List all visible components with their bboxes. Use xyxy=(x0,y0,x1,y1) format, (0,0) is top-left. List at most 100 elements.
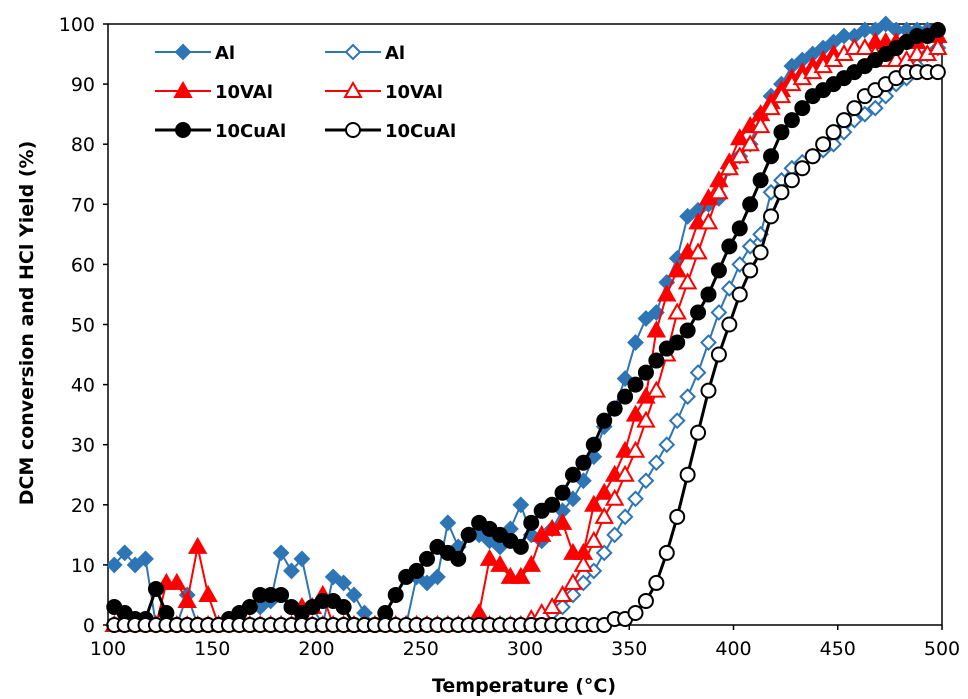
data-point xyxy=(794,100,811,117)
legend-label: Al xyxy=(215,43,235,64)
data-point xyxy=(689,364,707,381)
data-point xyxy=(804,148,821,165)
data-point xyxy=(646,320,667,338)
data-point xyxy=(408,562,425,579)
legend-label: Al xyxy=(385,43,405,64)
series-al-filled xyxy=(105,15,947,634)
data-point xyxy=(721,316,738,333)
data-point xyxy=(688,242,708,260)
data-point xyxy=(575,454,592,471)
data-point xyxy=(750,116,771,134)
data-point xyxy=(167,572,187,590)
data-point xyxy=(564,466,581,483)
data-point xyxy=(625,440,646,458)
data-point xyxy=(460,526,477,543)
data-point xyxy=(604,488,625,506)
data-point xyxy=(721,238,738,255)
data-point xyxy=(690,304,707,321)
data-point xyxy=(479,548,500,566)
legend-marker xyxy=(175,122,191,138)
legend-item: 10CuAl xyxy=(155,121,286,142)
data-point xyxy=(523,514,540,531)
data-point xyxy=(877,15,895,33)
data-point xyxy=(512,496,530,514)
legend: Al Al 10VAl 10VAl 10CuAl 10CuAl xyxy=(155,43,456,142)
legend-item: 10CuAl xyxy=(325,121,456,142)
data-point xyxy=(679,322,696,339)
data-point xyxy=(272,544,290,562)
data-point xyxy=(700,286,717,303)
y-tick-label: 80 xyxy=(71,134,95,156)
data-point xyxy=(669,508,686,525)
data-point xyxy=(928,38,948,56)
y-tick-label: 10 xyxy=(71,555,95,577)
legend-marker xyxy=(345,122,361,138)
data-point xyxy=(752,244,769,261)
data-point xyxy=(615,464,635,482)
data-point xyxy=(710,304,728,321)
data-point xyxy=(439,514,457,532)
data-point xyxy=(658,436,676,454)
data-point xyxy=(552,512,573,530)
data-point xyxy=(752,172,769,189)
data-point xyxy=(763,148,780,165)
legend-item: 10VAl xyxy=(155,80,273,103)
data-point xyxy=(324,568,342,586)
data-point xyxy=(742,262,759,279)
legend-label: 10CuAl xyxy=(385,121,456,142)
data-point xyxy=(283,562,300,580)
data-point xyxy=(616,508,634,526)
x-tick-label: 350 xyxy=(611,638,647,660)
data-point xyxy=(126,556,144,574)
x-tick-label: 100 xyxy=(90,638,126,660)
y-tick-label: 90 xyxy=(71,74,95,96)
data-point xyxy=(771,86,792,104)
data-point xyxy=(763,208,780,225)
data-point xyxy=(625,404,646,422)
data-point xyxy=(387,586,404,603)
data-point xyxy=(627,604,644,621)
data-point xyxy=(836,112,853,129)
series-line xyxy=(113,28,939,627)
data-point xyxy=(679,466,696,483)
legend-item: 10VAl xyxy=(325,80,443,103)
data-point xyxy=(929,64,946,81)
y-tick-label: 60 xyxy=(71,254,95,276)
data-point xyxy=(700,334,717,351)
data-point xyxy=(657,284,677,302)
data-point xyxy=(147,580,164,597)
data-point xyxy=(730,146,750,164)
data-point xyxy=(773,124,790,141)
data-point xyxy=(627,376,644,393)
data-point xyxy=(573,554,594,572)
data-point xyxy=(731,220,748,237)
data-point xyxy=(490,554,510,572)
data-point xyxy=(667,260,687,278)
y-tick-label: 50 xyxy=(71,315,95,337)
data-point xyxy=(637,364,654,381)
y-tick-label: 70 xyxy=(71,194,95,216)
data-point xyxy=(116,544,134,562)
data-point xyxy=(596,412,613,429)
data-point xyxy=(511,566,531,584)
data-point xyxy=(709,182,729,200)
data-point xyxy=(646,380,667,398)
legend-label: 10VAl xyxy=(215,82,273,103)
data-point xyxy=(137,550,154,568)
data-point xyxy=(648,352,665,369)
data-point xyxy=(740,134,760,152)
data-point xyxy=(815,136,832,153)
data-point xyxy=(700,382,717,399)
data-point xyxy=(648,574,665,591)
x-tick-label: 450 xyxy=(820,638,856,660)
legend-label: 10CuAl xyxy=(215,121,286,142)
data-point xyxy=(594,482,614,500)
data-point xyxy=(667,302,687,320)
data-point xyxy=(584,530,604,548)
data-point xyxy=(866,99,884,117)
data-point xyxy=(585,436,602,453)
data-point xyxy=(679,207,697,225)
data-point xyxy=(637,310,655,327)
data-point xyxy=(345,586,363,604)
